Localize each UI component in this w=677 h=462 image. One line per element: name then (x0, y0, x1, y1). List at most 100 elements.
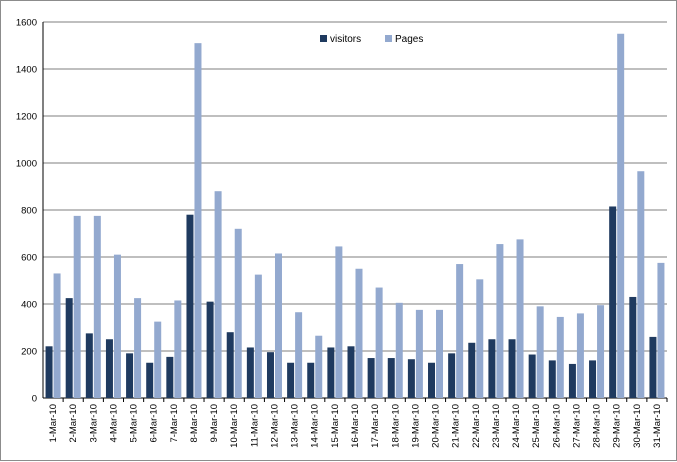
bar-pages (375, 287, 383, 398)
y-tick-label: 600 (21, 253, 37, 264)
bar-visitors (65, 298, 73, 398)
bar-visitors (287, 362, 295, 398)
legend-label-pages: Pages (395, 34, 423, 45)
bar-pages (214, 191, 222, 398)
bar-visitors (629, 296, 637, 398)
bar-visitors (548, 360, 556, 398)
x-tick-label: 9-Mar-10 (209, 404, 220, 443)
bar-pages (476, 279, 484, 398)
bar-pages (657, 262, 665, 398)
x-tick-label: 30-Mar-10 (632, 404, 643, 448)
x-tick-label: 15-Mar-10 (330, 404, 341, 448)
bar-visitors (528, 354, 536, 398)
x-tick-label: 27-Mar-10 (571, 404, 582, 448)
bar-visitors (347, 346, 355, 398)
bar-pages (415, 309, 423, 398)
bar-visitors (45, 346, 53, 398)
bar-visitors (307, 362, 315, 398)
bar-visitors (246, 347, 254, 398)
bar-pages (234, 228, 242, 398)
bar-pages (436, 309, 444, 398)
bar-visitors (387, 358, 395, 398)
bar-visitors (649, 336, 657, 398)
bar-visitors (407, 359, 415, 398)
x-tick-label: 20-Mar-10 (431, 404, 442, 448)
legend-swatch-visitors (320, 35, 327, 42)
bar-visitors (126, 353, 134, 398)
x-tick-label: 22-Mar-10 (471, 404, 482, 448)
bar-visitors (85, 333, 93, 398)
bar-pages (576, 313, 584, 398)
bar-pages (496, 244, 504, 398)
x-tick-label: 1-Mar-10 (48, 404, 59, 443)
y-tick-label: 200 (21, 347, 37, 358)
y-tick-label: 1200 (16, 112, 37, 123)
bar-pages (53, 273, 61, 398)
bar-visitors (186, 214, 194, 398)
x-tick-label: 4-Mar-10 (108, 404, 119, 443)
x-tick-label: 12-Mar-10 (269, 404, 280, 448)
bar-visitors (206, 301, 214, 398)
legend-label-visitors: visitors (330, 34, 361, 45)
bar-visitors (428, 362, 436, 398)
x-tick-label: 14-Mar-10 (310, 404, 321, 448)
bar-pages (597, 305, 605, 398)
bar-pages (134, 298, 142, 398)
x-tick-label: 23-Mar-10 (491, 404, 502, 448)
x-tick-label: 16-Mar-10 (350, 404, 361, 448)
bar-visitors (226, 332, 234, 398)
x-tick-label: 28-Mar-10 (592, 404, 603, 448)
x-tick-label: 2-Mar-10 (68, 404, 79, 443)
x-tick-label: 21-Mar-10 (451, 404, 462, 448)
x-tick-label: 25-Mar-10 (531, 404, 542, 448)
x-tick-label: 6-Mar-10 (149, 404, 160, 443)
bar-visitors (146, 362, 154, 398)
bar-visitors (105, 339, 113, 398)
y-tick-label: 1000 (16, 159, 37, 170)
bar-visitors (488, 339, 496, 398)
bar-pages (73, 215, 81, 398)
bar-visitors (448, 353, 456, 398)
bar-visitors (568, 363, 576, 398)
bar-visitors (609, 206, 617, 398)
bar-pages (295, 312, 303, 398)
bar-pages (637, 171, 645, 398)
bar-visitors (327, 347, 335, 398)
bar-pages (335, 246, 343, 398)
y-tick-label: 1600 (16, 18, 37, 29)
legend-swatch-pages (385, 35, 392, 42)
x-tick-label: 26-Mar-10 (551, 404, 562, 448)
x-tick-label: 7-Mar-10 (169, 404, 180, 443)
x-tick-label: 29-Mar-10 (612, 404, 623, 448)
x-tick-label: 3-Mar-10 (88, 404, 99, 443)
bar-pages (536, 306, 544, 398)
x-tick-label: 10-Mar-10 (229, 404, 240, 448)
bar-visitors (508, 339, 516, 398)
bar-visitors (266, 352, 274, 398)
x-tick-label: 19-Mar-10 (410, 404, 421, 448)
x-tick-label: 24-Mar-10 (511, 404, 522, 448)
bar-pages (194, 43, 202, 399)
bar-pages (516, 239, 524, 398)
x-tick-label: 8-Mar-10 (189, 404, 200, 443)
bar-pages (274, 253, 282, 398)
x-tick-label: 5-Mar-10 (129, 404, 140, 443)
y-tick-label: 400 (21, 300, 37, 311)
bar-pages (254, 274, 262, 398)
bar-pages (617, 33, 625, 398)
bar-visitors (589, 360, 597, 398)
bar-pages (355, 268, 363, 398)
bar-visitors (367, 358, 375, 398)
bar-visitors (468, 342, 476, 398)
bar-visitors (166, 356, 174, 398)
bar-pages (456, 264, 464, 398)
bar-pages (174, 300, 182, 398)
y-tick-label: 800 (21, 206, 37, 217)
x-tick-label: 17-Mar-10 (370, 404, 381, 448)
y-tick-label: 1400 (16, 65, 37, 76)
x-tick-label: 11-Mar-10 (249, 404, 260, 447)
y-tick-label: 0 (32, 394, 37, 405)
x-tick-label: 31-Mar-10 (652, 404, 663, 448)
